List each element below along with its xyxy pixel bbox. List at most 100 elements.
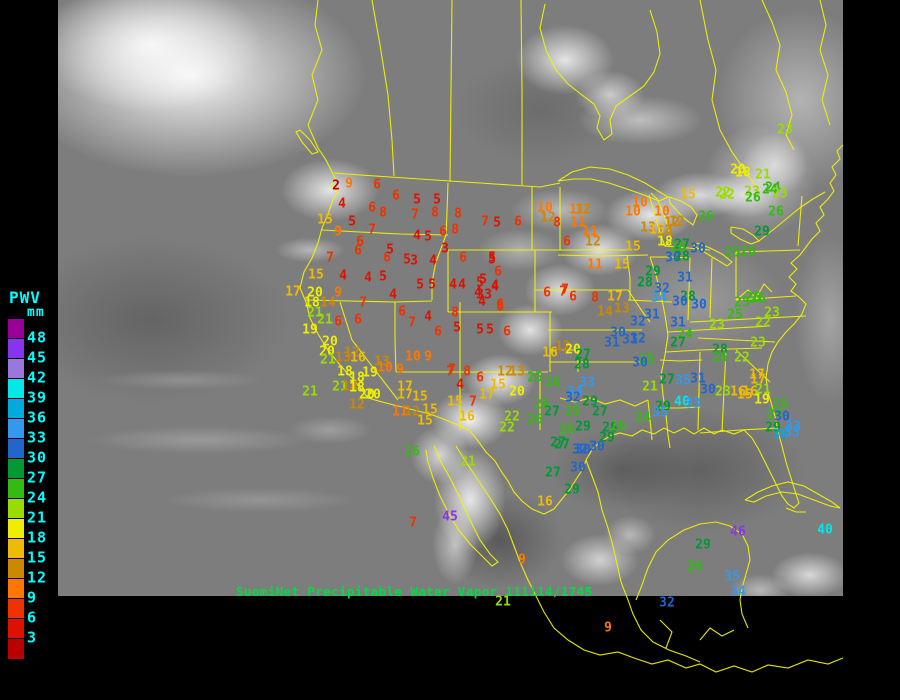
- station-value: 23: [709, 317, 725, 333]
- station-value: 21: [307, 305, 323, 321]
- station-value: 5: [476, 275, 484, 291]
- station-value: 4: [338, 196, 346, 212]
- mississippi-river: [649, 256, 671, 449]
- station-value: 11: [569, 202, 585, 218]
- station-value: 20: [565, 342, 581, 358]
- legend-swatch: [8, 518, 24, 539]
- station-value: 16: [742, 384, 758, 400]
- station-value: 20: [322, 334, 338, 350]
- state-pa-ny: [735, 249, 801, 253]
- station-value: 5: [493, 215, 501, 231]
- station-value: 31: [604, 335, 620, 351]
- state-id-west: [431, 182, 449, 300]
- station-value: 9: [424, 349, 432, 365]
- state-mn-ia: [557, 254, 649, 257]
- station-value: 7: [408, 315, 416, 331]
- state-mi-oh: [664, 245, 711, 251]
- station-value: 29: [582, 394, 598, 410]
- station-value: 15: [317, 212, 333, 228]
- legend-label: 12: [27, 568, 48, 587]
- station-value: 25: [565, 404, 581, 420]
- station-value: 17: [285, 284, 301, 300]
- station-value: 32: [630, 331, 646, 347]
- station-value: 6: [514, 214, 522, 230]
- state-ok-s: [559, 397, 649, 407]
- legend-label: 45: [27, 348, 48, 367]
- station-value: 6: [383, 250, 391, 266]
- legend-label: 18: [27, 528, 48, 547]
- station-value: 2: [332, 178, 340, 194]
- quebec-border: [699, 0, 759, 191]
- station-value: 22: [504, 409, 520, 425]
- station-value: 26: [698, 209, 714, 225]
- station-value: 6: [356, 234, 364, 250]
- station-value: 27: [544, 404, 560, 420]
- station-value: 30: [774, 409, 790, 425]
- state-va-nc: [689, 315, 807, 323]
- atlantic-coastline: [765, 144, 844, 421]
- station-value: 6: [496, 297, 504, 313]
- station-value: 13: [640, 220, 656, 236]
- station-value: 22: [719, 187, 735, 203]
- station-value: 9: [396, 362, 404, 378]
- station-value: 5: [488, 250, 496, 266]
- vancouver-island: [295, 129, 319, 155]
- station-value: 3: [476, 287, 484, 303]
- station-value: 13: [374, 354, 390, 370]
- station-value: 4: [364, 270, 372, 286]
- station-value: 7: [368, 222, 376, 238]
- station-value: 24: [765, 180, 781, 196]
- station-value: 13: [614, 301, 630, 317]
- station-value: 19: [362, 365, 378, 381]
- station-value: 17: [397, 387, 413, 403]
- station-value: 4: [478, 294, 486, 310]
- station-value: 3: [484, 287, 492, 303]
- station-value: 30: [610, 325, 626, 341]
- station-value: 14: [320, 295, 336, 311]
- station-value: 15: [680, 187, 696, 203]
- station-value: 7: [411, 207, 419, 223]
- legend-label: 21: [27, 508, 48, 527]
- lake-superior: [557, 166, 670, 202]
- province-border-bc-ab: [371, 0, 395, 177]
- station-value: 6: [398, 304, 406, 320]
- station-value: 11: [582, 224, 598, 240]
- station-value: 15: [614, 257, 630, 273]
- lake-erie: [693, 242, 733, 267]
- station-value: 15: [490, 377, 506, 393]
- station-value: 32: [565, 390, 581, 406]
- state-nc-sc: [697, 337, 776, 343]
- station-value: 6: [543, 285, 551, 301]
- province-border-sk: [449, 0, 453, 183]
- station-value: 28: [574, 357, 590, 373]
- station-value: 12: [540, 210, 556, 226]
- station-value: 15: [417, 413, 433, 429]
- station-value: 29: [765, 420, 781, 436]
- state-ar-la: [660, 406, 701, 409]
- station-value: 26: [750, 291, 766, 307]
- station-value: 21: [755, 167, 771, 183]
- station-value: 15: [625, 239, 641, 255]
- lake-huron: [668, 196, 698, 226]
- station-value: 28: [602, 420, 618, 436]
- station-value: 8: [454, 206, 462, 222]
- station-value: 6: [334, 314, 342, 330]
- station-value: 27: [545, 465, 561, 481]
- state-ms-al: [697, 351, 701, 431]
- station-value: 9: [334, 224, 342, 240]
- station-value: 29: [564, 482, 580, 498]
- state-pa-md: [735, 295, 797, 301]
- station-value: 6: [354, 312, 362, 328]
- state-mo-ar: [659, 359, 703, 362]
- legend-label: 30: [27, 448, 48, 467]
- station-value: 26: [768, 204, 784, 220]
- station-value: 18: [337, 364, 353, 380]
- lake-ontario: [730, 226, 760, 245]
- station-value: 12: [669, 214, 685, 230]
- station-value: 34: [651, 290, 667, 306]
- station-value: 26: [740, 244, 756, 260]
- station-value: 4: [339, 268, 347, 284]
- station-value: 27: [554, 437, 570, 453]
- missouri-river: [627, 289, 651, 323]
